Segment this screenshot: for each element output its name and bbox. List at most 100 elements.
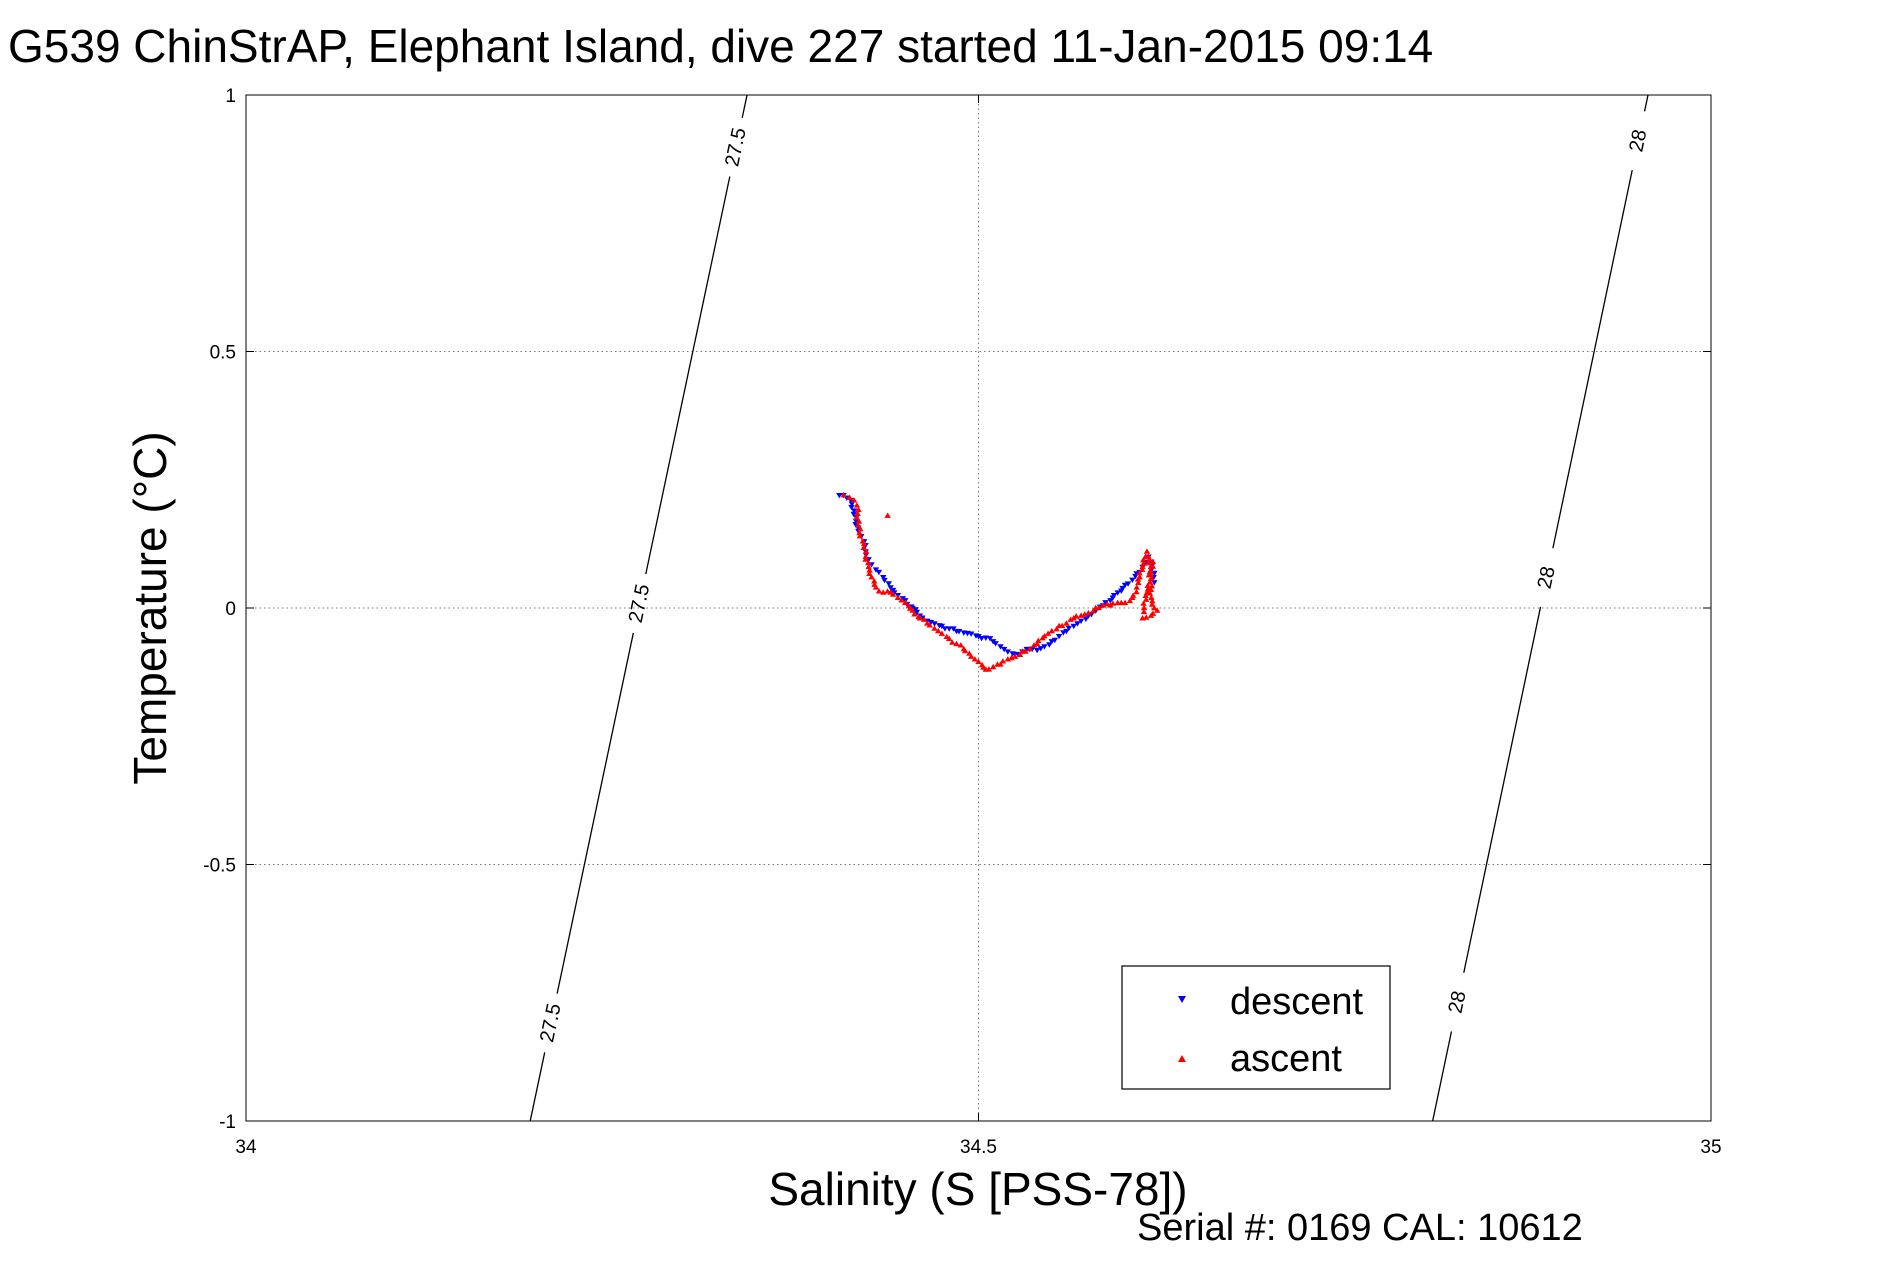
ascent-point <box>1072 613 1080 619</box>
ascent-point <box>1140 608 1148 615</box>
descent-point <box>931 621 938 627</box>
descent-point <box>1119 585 1126 592</box>
x-tick-label: 34.5 <box>960 1137 997 1158</box>
ascent-point <box>1140 604 1148 611</box>
ascent-point <box>953 640 960 647</box>
descent-point <box>1129 577 1136 583</box>
ascent-point <box>1135 579 1142 586</box>
ascent-point <box>1085 609 1092 616</box>
descent-point <box>1110 592 1118 599</box>
descent-point <box>1037 646 1044 652</box>
ascent-point <box>1133 584 1140 590</box>
serial-footnote: Serial #: 0169 CAL: 10612 <box>1137 1207 1583 1249</box>
descent-point <box>1046 642 1053 648</box>
ascent-point <box>868 574 875 580</box>
ascent-point <box>1053 625 1060 632</box>
descent-point <box>1004 649 1011 655</box>
ascent-point <box>949 639 956 645</box>
ascent-point <box>1133 588 1140 595</box>
descent-point <box>852 518 860 524</box>
ascent-point <box>1147 567 1154 573</box>
ascent-point <box>1140 560 1147 566</box>
descent-point <box>941 626 949 632</box>
ascent-point <box>902 599 909 606</box>
isopycnal-line <box>741 94 748 118</box>
ascent-point <box>946 635 953 641</box>
ascent-point <box>1148 575 1155 582</box>
ascent-point <box>1041 633 1048 639</box>
descent-point <box>1000 646 1008 653</box>
ascent-point <box>854 510 861 516</box>
y-axis-label: Temperature (°C) <box>124 431 176 784</box>
ascent-point <box>855 518 863 524</box>
ascent-point <box>957 642 964 648</box>
ascent-point <box>1139 563 1146 570</box>
ascent-point <box>938 630 946 636</box>
series-ascent <box>840 491 1161 672</box>
descent-point <box>946 626 953 632</box>
ascent-point <box>1147 571 1155 577</box>
ascent-point <box>856 532 864 539</box>
ascent-point <box>1142 592 1149 599</box>
ascent-point <box>1148 601 1156 607</box>
ascent-point <box>1149 563 1157 569</box>
isopycnal-line <box>1463 606 1542 973</box>
ascent-point <box>862 556 869 562</box>
legend-descent-label: descent <box>1230 981 1364 1023</box>
ascent-point <box>1129 592 1137 598</box>
isopycnal-line <box>1643 94 1649 112</box>
ascent-point <box>1044 630 1052 636</box>
ascent-point <box>1139 615 1146 621</box>
ascent-point <box>999 658 1007 664</box>
descent-point <box>881 577 888 584</box>
descent-point <box>913 609 921 616</box>
isopycnal-line <box>529 1052 546 1122</box>
axis-ticks: 34 34.5 35 -1 -0.5 0 0.5 1 <box>203 86 1721 1158</box>
ascent-point <box>1121 599 1129 606</box>
ascent-point <box>1149 597 1156 604</box>
ascent-point <box>1035 637 1042 643</box>
legend-ascent-label: ascent <box>1230 1038 1342 1080</box>
ascent-point <box>1147 612 1155 618</box>
ascent-point <box>935 627 942 634</box>
ascent-point <box>1058 622 1066 629</box>
descent-point <box>885 581 892 587</box>
descent-point <box>848 504 855 511</box>
y-tick-label: 0.5 <box>210 343 236 364</box>
ascent-point <box>875 588 883 594</box>
isopycnal-line <box>1552 170 1633 549</box>
descent-point <box>967 631 975 637</box>
ascent-point <box>865 559 872 566</box>
ascent-point <box>920 616 928 622</box>
descent-point <box>880 575 887 581</box>
ascent-point <box>909 607 916 613</box>
ascent-point <box>971 656 979 662</box>
y-tick-label: 0 <box>225 599 236 620</box>
ascent-point <box>860 544 867 551</box>
grid-lines <box>246 95 1711 1121</box>
scatter-points <box>836 491 1161 672</box>
descent-point <box>997 644 1004 650</box>
descent-point <box>1065 625 1073 632</box>
ascent-point <box>1026 645 1033 652</box>
isopycnal-label: 28 <box>1534 564 1560 590</box>
ascent-point <box>911 611 918 617</box>
ascent-point <box>862 548 870 554</box>
ascent-point <box>889 591 897 597</box>
descent-point <box>836 492 843 499</box>
ascent-point <box>1145 559 1152 566</box>
descent-point <box>1074 621 1081 627</box>
ascent-point <box>1144 585 1152 592</box>
ascent-point <box>860 540 868 547</box>
ascent-point <box>997 661 1004 667</box>
ascent-point <box>1154 607 1161 613</box>
descent-point <box>1063 628 1070 635</box>
descent-point <box>1070 623 1077 630</box>
ascent-point <box>846 494 853 500</box>
descent-point <box>1082 616 1090 623</box>
ascent-point <box>862 553 869 559</box>
ascent-point <box>1148 594 1155 600</box>
descent-point <box>1051 637 1059 644</box>
ascent-point <box>1139 566 1146 572</box>
y-tick-label: 1 <box>225 86 236 107</box>
